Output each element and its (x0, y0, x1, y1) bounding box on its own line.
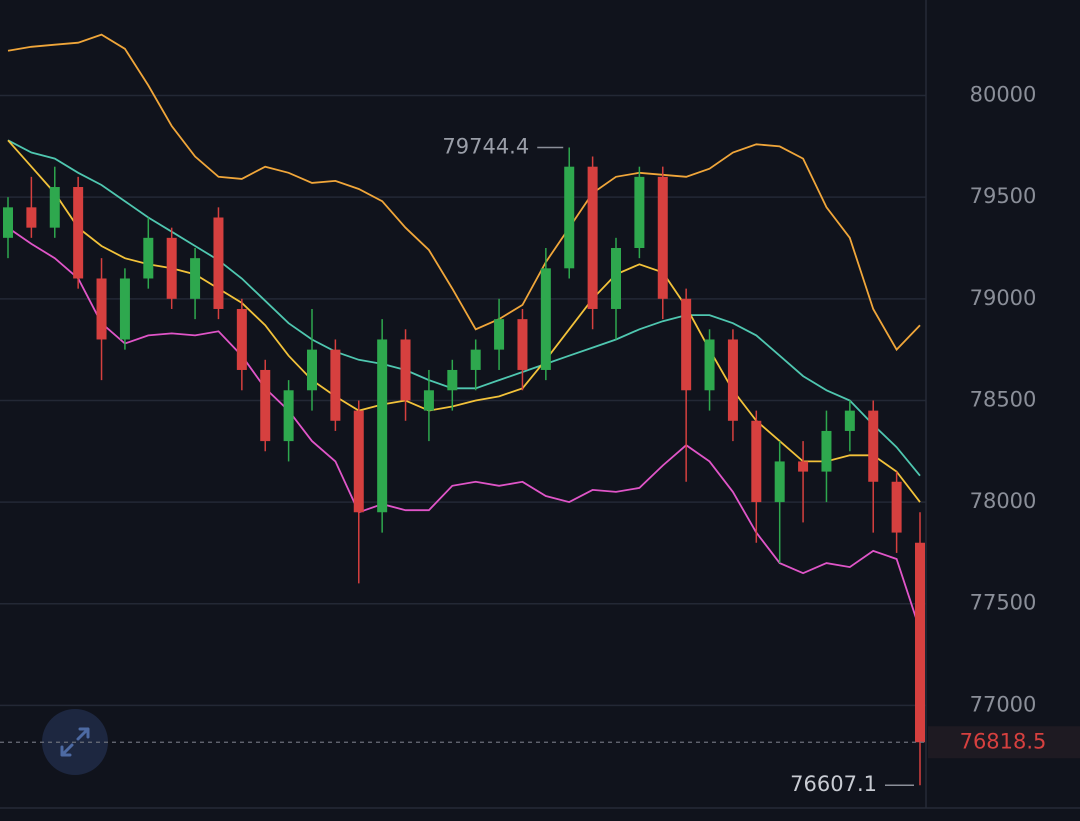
expand-icon (60, 727, 90, 757)
price-label: 76818.5 (960, 729, 1047, 753)
candle-body (49, 187, 60, 228)
candle-body (915, 542, 925, 743)
candle-body (330, 349, 341, 421)
candle-body (751, 420, 762, 503)
candles (3, 147, 925, 786)
y-tick-label: 78500 (970, 387, 1037, 411)
candle-body (236, 308, 247, 370)
high-label: 79744.4 (442, 134, 529, 158)
candle-body (634, 176, 645, 248)
candle-body (540, 268, 551, 370)
y-tick-label: 78000 (970, 489, 1037, 513)
candle-body (26, 207, 37, 228)
candle-body (821, 430, 832, 472)
indicator-line (7, 139, 921, 477)
candle-body (377, 339, 388, 513)
low-label: 76607.1 (790, 772, 877, 796)
candle-body (891, 481, 902, 533)
candle-body (517, 319, 528, 370)
candle-body (423, 390, 434, 411)
candle-body (143, 237, 154, 279)
candle-body (564, 166, 575, 269)
candle-body (213, 217, 224, 309)
candle-body (73, 187, 84, 279)
candle-body (400, 339, 411, 401)
candle-body (494, 319, 505, 350)
candle-body (657, 176, 668, 299)
candle-body (190, 258, 201, 299)
indicator-line (7, 139, 921, 503)
y-tick-label: 80000 (970, 83, 1037, 107)
candle-body (868, 410, 879, 482)
candle-body (774, 461, 785, 503)
price-box (928, 726, 1080, 759)
candle-body (307, 349, 317, 391)
candle-body (681, 298, 692, 391)
candle-body (844, 410, 855, 431)
y-tick-label: 77500 (970, 591, 1037, 615)
candle-body (283, 390, 294, 442)
candle-body (166, 237, 177, 299)
candle-body (353, 410, 364, 513)
candle-body (611, 247, 621, 309)
y-tick-label: 79000 (970, 286, 1037, 310)
candle-body (704, 339, 715, 391)
indicator-line (7, 226, 921, 631)
candle-body (470, 349, 481, 370)
candle-body (260, 369, 271, 442)
candle-body (96, 278, 107, 340)
candle-body (3, 207, 13, 238)
candle-body (727, 339, 738, 421)
y-tick-label: 79500 (970, 184, 1037, 208)
candle-body (447, 369, 458, 391)
indicator-lines (7, 33, 921, 631)
candle-body (587, 166, 598, 309)
candle-body (119, 278, 130, 340)
candle-body (798, 461, 809, 472)
indicator-line (7, 33, 921, 352)
y-tick-label: 77000 (970, 692, 1037, 716)
